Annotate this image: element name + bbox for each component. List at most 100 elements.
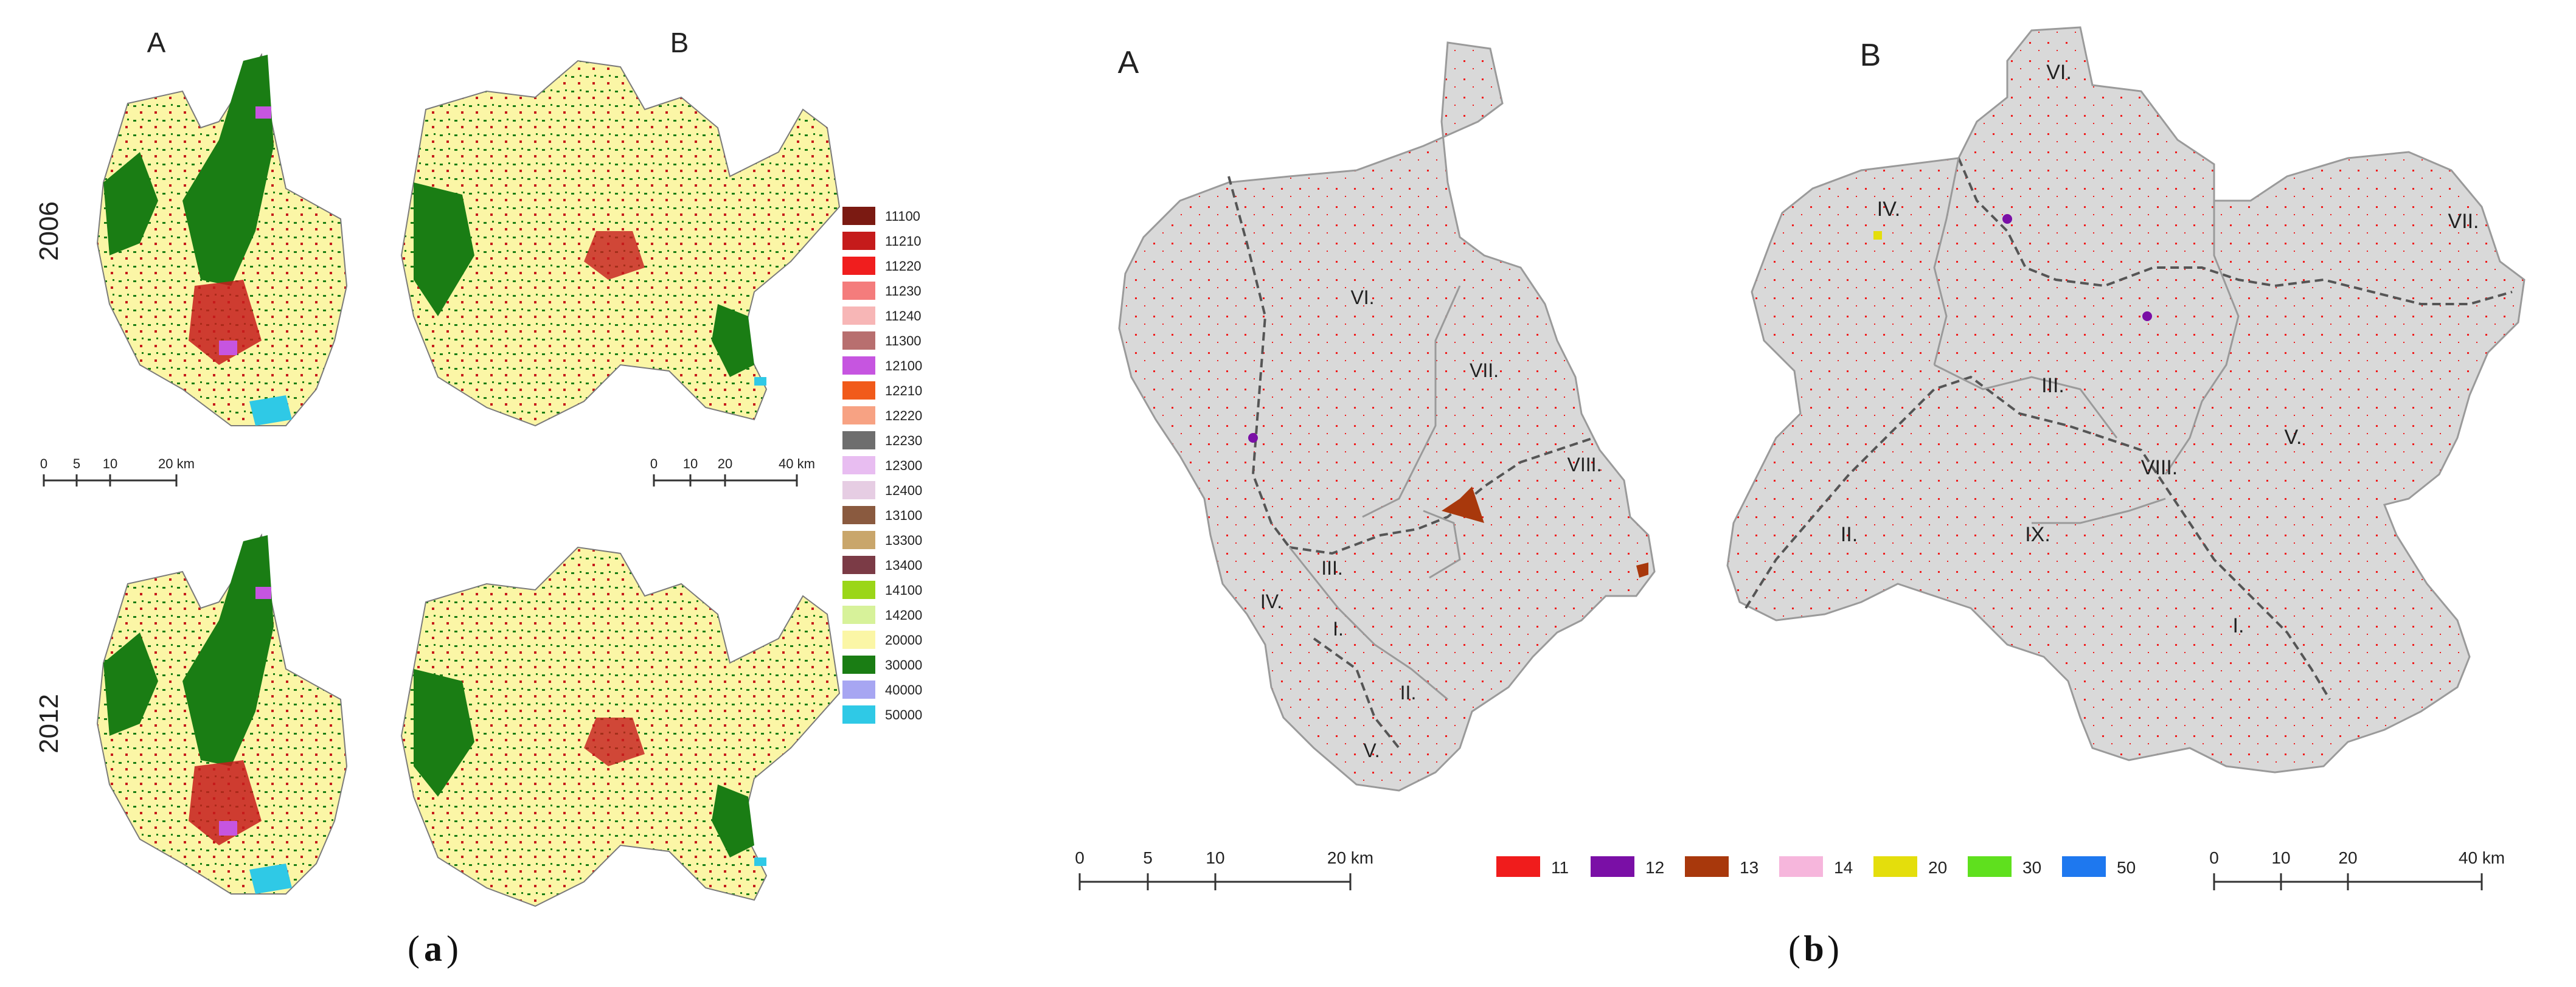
district-label: VIII. — [1567, 454, 1602, 476]
legend-a-label: 11300 — [885, 333, 922, 348]
map-a-2012 — [96, 533, 348, 895]
scale-bar-b-right: 0 10 20 40 km — [2209, 848, 2505, 890]
legend-a-swatch — [842, 331, 875, 350]
legend-a-label: 11220 — [885, 258, 922, 274]
districts-map-b: VI. IV. VII. III. V. VIII. II. IX. I. — [1841, 61, 2479, 637]
legend-a-label: 13100 — [885, 508, 922, 523]
legend-b-swatch — [1779, 856, 1823, 877]
scale-a-right-tick-20: 20 — [718, 456, 732, 471]
legend-a-label: 12400 — [885, 483, 922, 498]
scale-a-right-tick-40: 40 km — [779, 456, 815, 471]
map-b-2006 — [400, 60, 841, 427]
row-label-2012: 2012 — [34, 694, 64, 753]
scale-b-right-tick-20: 20 — [2338, 848, 2357, 867]
legend-a-swatch — [842, 656, 875, 674]
map-a-2006 — [96, 53, 348, 426]
scale-b-left-tick-10: 10 — [1206, 848, 1224, 867]
legend-b-swatch — [1685, 856, 1729, 877]
scale-bar-a-left: 0 5 10 20 km — [40, 456, 195, 487]
legend-a-label: 12220 — [885, 408, 922, 423]
scale-bar-a-right: 0 10 20 40 km — [650, 456, 815, 487]
district-label: I. — [2233, 614, 2244, 637]
panel-a-col-label-a: A — [147, 27, 166, 58]
legend-a: 11100 11210 11220 11230 11240 11300 12100 12210… — [842, 207, 922, 724]
scale-a-right-tick-10: 10 — [683, 456, 698, 471]
district-label: I. — [1333, 618, 1344, 640]
districts-map-a: VI. VII. VIII. III. IV. I. II. V. — [1260, 286, 1602, 761]
district-label: II. — [1841, 523, 1858, 546]
legend-b-swatch — [1873, 856, 1917, 877]
legend-a-label: 13300 — [885, 533, 922, 548]
legend-a-label: 12230 — [885, 433, 922, 448]
legend-a-swatch — [842, 606, 875, 624]
district-label: VI. — [1350, 286, 1374, 308]
district-label: IX. — [2025, 523, 2050, 546]
caption-b-letter: b — [1804, 929, 1824, 969]
legend-a-label: 30000 — [885, 657, 922, 673]
scale-b-left-tick-5: 5 — [1143, 848, 1153, 867]
map-b-2012 — [400, 546, 841, 907]
scale-b-left-tick-20: 20 km — [1327, 848, 1373, 867]
legend-a-label: 14100 — [885, 583, 922, 598]
scale-a-left-tick-5: 5 — [73, 456, 80, 471]
scale-a-left-tick-10: 10 — [103, 456, 117, 471]
legend-a-swatch — [842, 406, 875, 424]
map-b-b — [1726, 26, 2526, 774]
legend-a-label: 12100 — [885, 358, 922, 373]
legend-a-swatch — [842, 631, 875, 649]
district-label: III. — [2041, 374, 2064, 397]
legend-b-swatch — [2062, 856, 2106, 877]
panel-b-map-label-b: B — [1860, 38, 1881, 73]
legend-a-swatch — [842, 207, 875, 225]
panel-b: A B VI. VII. VIII. III. IV. I. II. V. — [1075, 26, 2526, 969]
legend-a-swatch — [842, 456, 875, 474]
legend-b-swatch — [1591, 856, 1634, 877]
caption-b-open: ( — [1788, 929, 1800, 969]
district-label: IV. — [1877, 198, 1900, 221]
legend-a-swatch — [842, 556, 875, 574]
legend-a-label: 20000 — [885, 632, 922, 648]
legend-a-swatch — [842, 481, 875, 499]
legend-a-swatch — [842, 306, 875, 325]
scale-a-left-tick-0: 0 — [40, 456, 47, 471]
legend-a-label: 13400 — [885, 558, 922, 573]
caption-a-close: ) — [446, 929, 459, 969]
district-label: V. — [1363, 739, 1380, 761]
district-label: III. — [1321, 557, 1343, 579]
legend-a-swatch — [842, 531, 875, 549]
panel-a-col-label-b: B — [670, 27, 689, 58]
legend-a-swatch — [842, 282, 875, 300]
scale-b-left-tick-0: 0 — [1075, 848, 1085, 867]
district-label: VI. — [2046, 61, 2072, 84]
legend-a-label: 11240 — [885, 308, 922, 324]
district-label: VII. — [2448, 210, 2479, 233]
legend-a-label: 40000 — [885, 682, 922, 698]
legend-b-label: 11 — [1551, 858, 1569, 877]
panel-a: A B 2006 2012 — [34, 27, 922, 969]
legend-a-label: 11100 — [885, 209, 920, 224]
scale-b-right-tick-0: 0 — [2209, 848, 2219, 867]
map-b-a — [1118, 41, 1656, 792]
district-label: IV. — [1260, 590, 1282, 612]
legend-a-label: 11210 — [885, 234, 922, 249]
caption-a-letter: a — [424, 929, 442, 969]
legend-a-swatch — [842, 232, 875, 250]
legend-a-swatch — [842, 257, 875, 275]
panel-b-map-label-a: A — [1118, 45, 1139, 80]
district-label: VII. — [1470, 359, 1499, 381]
scale-b-right-tick-40: 40 km — [2459, 848, 2505, 867]
legend-a-label: 12210 — [885, 383, 922, 398]
legend-b: 11 12 13 14 20 30 50 — [1496, 856, 2136, 877]
district-label: VIII. — [2141, 456, 2178, 479]
legend-b-label: 20 — [1928, 858, 1947, 877]
legend-a-label: 11230 — [885, 283, 922, 299]
legend-b-label: 50 — [2117, 858, 2136, 877]
scale-bar-b-left: 0 5 10 20 km — [1075, 848, 1373, 890]
legend-a-swatch — [842, 681, 875, 699]
district-label: V. — [2284, 426, 2302, 449]
caption-a-open: ( — [408, 929, 420, 969]
row-label-2006: 2006 — [34, 201, 64, 261]
legend-a-swatch — [842, 431, 875, 449]
legend-b-label: 13 — [1740, 858, 1758, 877]
